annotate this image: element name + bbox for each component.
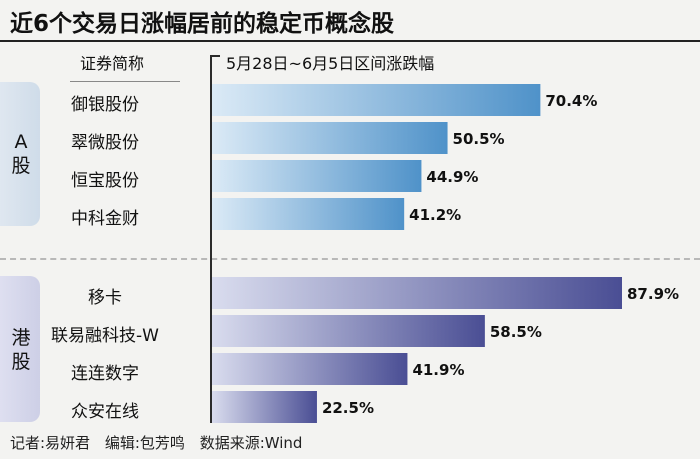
bar-hk-3	[212, 391, 317, 423]
value-column-header: 5月28日~6月5日区间涨跌幅	[226, 54, 435, 73]
bar-a-2	[212, 160, 422, 192]
hk-share-group-label: 港 股	[9, 326, 33, 374]
y-axis-top-tick	[210, 55, 220, 57]
category-label: 翠微股份	[71, 133, 139, 153]
bar-value-label: 50.5%	[453, 130, 505, 148]
hk-share-label-char-1: 港	[11, 327, 31, 349]
footer-source: 数据来源:Wind	[199, 434, 303, 452]
bar-value-label: 44.9%	[426, 168, 478, 186]
bar-hk-1	[212, 315, 485, 347]
hk-share-group-panel	[0, 276, 40, 422]
bar-hk-0	[212, 277, 622, 309]
bar-a-3	[212, 198, 405, 230]
y-axis-line	[210, 55, 212, 423]
a-share-label-char-1: A	[14, 131, 28, 153]
name-header-underline	[70, 81, 180, 82]
hk-share-label-char-2: 股	[11, 351, 31, 373]
category-label: 联易融科技-W	[51, 326, 159, 346]
bar-value-label: 87.9%	[627, 285, 679, 303]
category-label: 中科金财	[71, 209, 139, 229]
bar-a-0	[212, 84, 541, 116]
name-column-header: 证券简称	[80, 54, 145, 73]
title-rule	[0, 40, 700, 42]
footer: 记者:易妍君 编辑:包芳鸣 数据来源:Wind	[10, 432, 312, 453]
bar-value-label: 41.2%	[409, 206, 461, 224]
category-label: 连连数字	[71, 364, 139, 384]
bar-a-1	[212, 122, 448, 154]
a-share-label-char-2: 股	[11, 155, 31, 177]
bar-value-label: 58.5%	[490, 323, 542, 341]
category-label: 恒宝股份	[71, 171, 139, 191]
chart-title: 近6个交易日涨幅居前的稳定币概念股	[10, 11, 395, 37]
bar-hk-2	[212, 353, 408, 385]
bar-value-label: 41.9%	[412, 361, 464, 379]
category-label: 移卡	[88, 288, 122, 308]
bar-value-label: 22.5%	[322, 399, 374, 417]
category-label: 御银股份	[71, 95, 139, 115]
a-share-group-label: A 股	[9, 130, 33, 178]
footer-author: 记者:易妍君	[10, 434, 91, 452]
group-divider	[0, 258, 700, 260]
footer-editor: 编辑:包芳鸣	[104, 434, 185, 452]
category-label: 众安在线	[71, 402, 139, 422]
bar-value-label: 70.4%	[545, 92, 597, 110]
a-share-group-panel	[0, 82, 40, 226]
